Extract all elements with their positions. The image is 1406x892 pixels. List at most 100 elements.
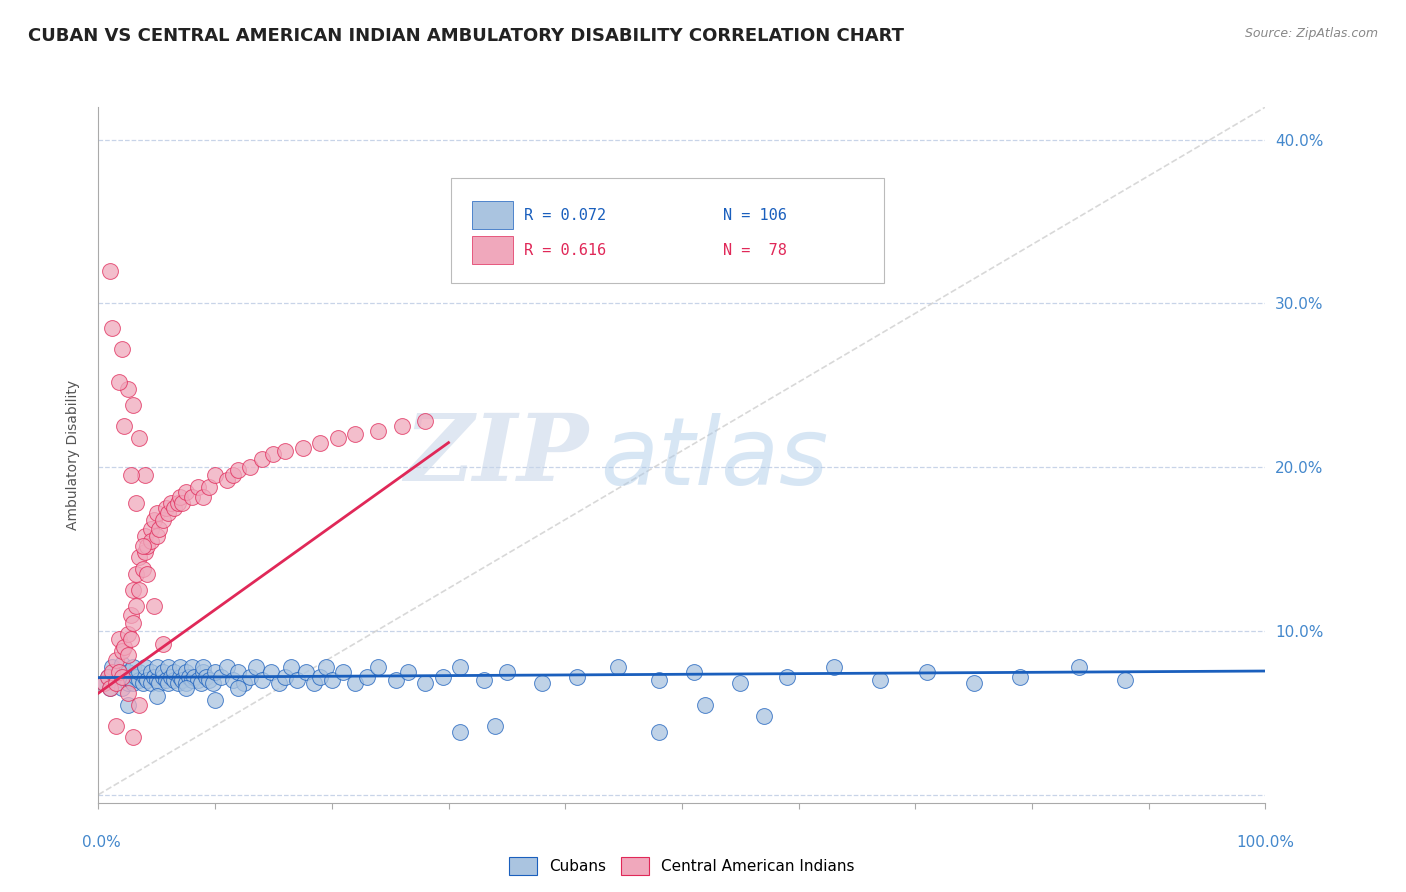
Point	[449, 660, 471, 674]
Point	[304, 676, 326, 690]
Point	[647, 725, 669, 739]
Point	[215, 473, 238, 487]
Text: Source: ZipAtlas.com: Source: ZipAtlas.com	[1244, 27, 1378, 40]
Point	[432, 670, 454, 684]
Point	[198, 480, 221, 494]
Point	[309, 670, 332, 684]
Point	[112, 640, 135, 655]
Point	[204, 468, 226, 483]
Point	[97, 670, 120, 684]
Point	[111, 681, 134, 696]
Point	[146, 673, 169, 687]
Point	[391, 419, 413, 434]
Point	[472, 673, 495, 687]
Point	[128, 550, 150, 565]
Point	[695, 698, 717, 712]
Point	[159, 496, 181, 510]
Point	[245, 660, 267, 674]
Point	[449, 725, 471, 739]
Point	[321, 673, 343, 687]
Text: 0.0%: 0.0%	[82, 836, 121, 850]
Point	[730, 676, 752, 690]
Point	[269, 676, 291, 690]
Point	[117, 382, 139, 396]
Text: R = 0.616: R = 0.616	[524, 243, 606, 258]
Point	[752, 709, 775, 723]
Point	[122, 615, 145, 630]
Point	[125, 496, 148, 510]
Point	[209, 670, 232, 684]
Point	[1067, 660, 1090, 674]
Text: 100.0%: 100.0%	[1236, 836, 1295, 850]
Point	[139, 676, 162, 690]
Point	[134, 468, 156, 483]
Point	[174, 681, 197, 696]
Point	[356, 670, 378, 684]
Point	[104, 676, 127, 690]
Point	[1114, 673, 1136, 687]
Point	[155, 501, 177, 516]
Point	[201, 676, 224, 690]
Point	[250, 452, 273, 467]
Point	[606, 660, 628, 674]
Point	[682, 665, 704, 679]
Point	[97, 670, 120, 684]
Point	[155, 673, 177, 687]
Point	[117, 676, 139, 690]
Point	[1010, 670, 1032, 684]
Point	[239, 460, 262, 475]
Point	[143, 599, 166, 614]
Point	[112, 419, 135, 434]
Point	[174, 665, 197, 679]
Point	[111, 643, 134, 657]
Point	[280, 660, 302, 674]
Point	[484, 719, 506, 733]
Point	[117, 698, 139, 712]
FancyBboxPatch shape	[472, 235, 513, 264]
Point	[152, 670, 174, 684]
Point	[367, 660, 389, 674]
Point	[159, 670, 181, 684]
Point	[367, 424, 389, 438]
Point	[98, 681, 121, 696]
Point	[117, 627, 139, 641]
Point	[108, 665, 131, 679]
Point	[169, 670, 191, 684]
Point	[111, 657, 134, 671]
Point	[495, 665, 517, 679]
Point	[125, 599, 148, 614]
Point	[194, 670, 217, 684]
Point	[125, 670, 148, 684]
Point	[193, 665, 215, 679]
Point	[239, 670, 262, 684]
Point	[104, 719, 127, 733]
Point	[117, 648, 139, 663]
Point	[193, 490, 215, 504]
Point	[260, 665, 283, 679]
Text: CUBAN VS CENTRAL AMERICAN INDIAN AMBULATORY DISABILITY CORRELATION CHART: CUBAN VS CENTRAL AMERICAN INDIAN AMBULAT…	[28, 27, 904, 45]
Point	[128, 582, 150, 597]
Point	[315, 660, 337, 674]
Point	[101, 665, 124, 679]
Text: N = 106: N = 106	[723, 208, 786, 223]
Point	[962, 676, 984, 690]
Point	[108, 375, 131, 389]
Point	[332, 665, 354, 679]
Point	[139, 533, 162, 548]
Point	[228, 463, 250, 477]
Point	[326, 431, 349, 445]
Point	[139, 523, 162, 537]
Point	[122, 398, 145, 412]
Point	[179, 670, 201, 684]
Point	[132, 539, 155, 553]
Point	[228, 665, 250, 679]
Point	[413, 676, 436, 690]
Point	[823, 660, 845, 674]
Point	[187, 480, 209, 494]
Point	[250, 673, 273, 687]
Point	[295, 665, 318, 679]
Point	[193, 660, 215, 674]
Point	[344, 676, 367, 690]
Y-axis label: Ambulatory Disability: Ambulatory Disability	[66, 380, 80, 530]
Point	[146, 690, 169, 704]
